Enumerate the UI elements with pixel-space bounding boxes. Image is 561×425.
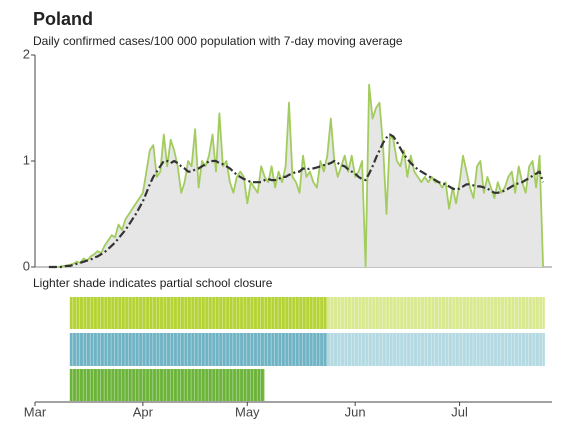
area xyxy=(48,84,544,267)
moving-average-line xyxy=(48,133,545,269)
daily-line xyxy=(48,83,544,268)
band-stripes xyxy=(327,333,545,366)
x-tick-label: Jun xyxy=(345,404,366,419)
x-tick-label: May xyxy=(235,404,260,419)
y-tick-label: 0 xyxy=(23,258,30,273)
chart-subtitle: Daily confirmed cases/100 000 population… xyxy=(33,34,403,48)
band-stripes xyxy=(69,333,328,366)
band-stripes xyxy=(327,297,545,329)
x-tick-label: Apr xyxy=(133,404,154,419)
y-tick-label: 2 xyxy=(23,46,30,61)
y-tick-label: 1 xyxy=(23,152,30,167)
band-stripes xyxy=(69,297,328,329)
x-tick-label: Jul xyxy=(451,404,468,419)
note: Lighter shade indicates partial school c… xyxy=(33,276,273,290)
band-stripes xyxy=(69,369,265,401)
x-tick-label: Mar xyxy=(24,404,47,419)
chart-title: Poland xyxy=(33,9,93,29)
